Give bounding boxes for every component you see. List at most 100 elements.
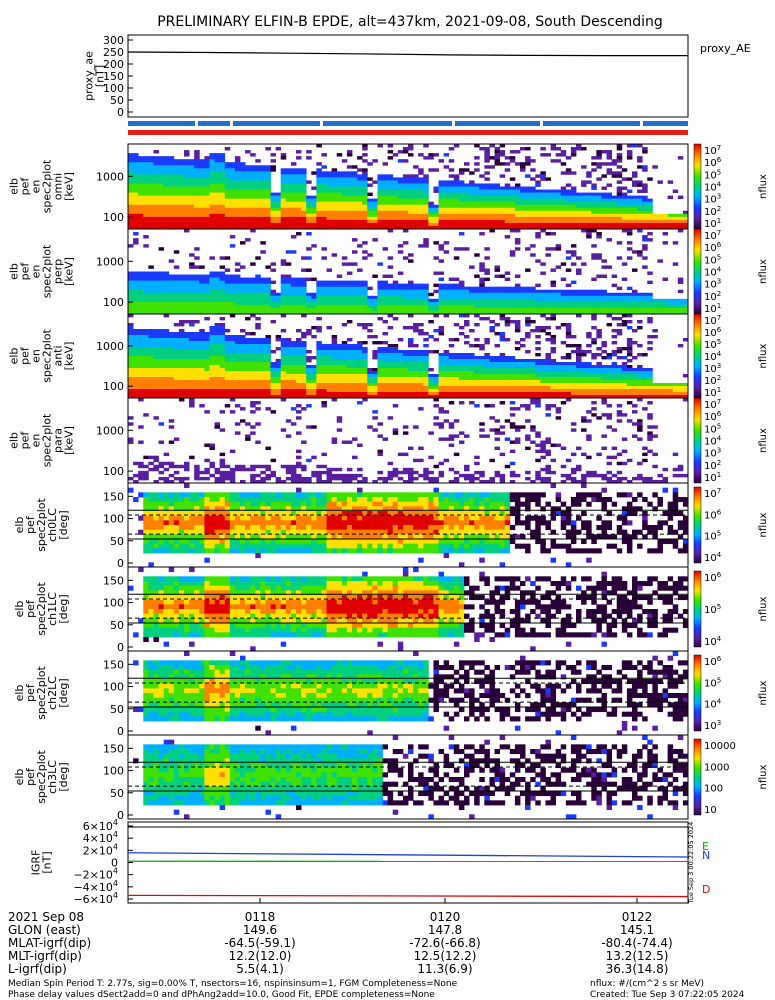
- spectrum-2-cell: [397, 395, 404, 399]
- spectrum-2-cell: [484, 383, 490, 387]
- spectrum-0-cell: [565, 219, 572, 224]
- spectrum-0-cell: [341, 225, 348, 230]
- spectrum-1-cell: [194, 295, 200, 300]
- spectrum-1-cell: [280, 292, 287, 297]
- spectrum-1-cell: [336, 289, 343, 294]
- spectrum-2-cell: [158, 374, 165, 378]
- spectrum-1-cell: [616, 286, 623, 291]
- spectrum-2-cell: [204, 359, 210, 363]
- spectrum-0-cell: [214, 192, 221, 197]
- spectrum-0-cell: [402, 150, 409, 154]
- spectrum-0-cell: [153, 180, 159, 184]
- spectrum-1-cell: [408, 280, 414, 285]
- spectrum-0-cell: [662, 222, 669, 227]
- spectrum-1-cell: [469, 295, 475, 300]
- spectrum-1-cell: [453, 295, 460, 300]
- spectrum-2-cell: [402, 386, 409, 390]
- spectrum-1-cell: [352, 292, 358, 297]
- spectrum-2-cell: [214, 329, 221, 333]
- spectrum-0-cell: [474, 168, 480, 172]
- spectrum-1-cell: [642, 238, 648, 242]
- spectrum-0-cell: [443, 180, 450, 184]
- spectrum-2-cell: [245, 359, 251, 363]
- spectrum-1-cell: [326, 298, 333, 303]
- spectrum-2-cell: [372, 335, 378, 339]
- spectrum-1-cell: [321, 280, 327, 285]
- spectrum-2-cell: [469, 371, 475, 375]
- spectrum-2-cell: [214, 374, 221, 378]
- spectrum-2-cell: [199, 377, 205, 381]
- spectrum-2-cell: [418, 371, 424, 375]
- spectrum-2-cell: [173, 386, 180, 390]
- spectrum-2-cell: [153, 341, 159, 345]
- spectrum-0-cell: [138, 201, 144, 206]
- spectrum-2-cell: [367, 335, 373, 339]
- spectrum-2-cell: [346, 395, 353, 399]
- spectrum-0-cell: [352, 207, 358, 212]
- spectrum-0-cell: [219, 177, 226, 181]
- spectrum-0-cell: [637, 216, 643, 221]
- spectrum-0-cell: [418, 153, 424, 157]
- spectrum-0-cell: [168, 165, 175, 169]
- spectrum-1-cell: [458, 307, 465, 312]
- spectrum-1-cell: [143, 283, 149, 288]
- spectrum-1-cell: [540, 301, 546, 306]
- spectrum-0-cell: [189, 213, 195, 218]
- spectrum-2-cell: [367, 383, 373, 387]
- spectrum-2-cell: [280, 392, 287, 396]
- spectrum-2-cell: [346, 353, 353, 357]
- spectrum-0-cell: [199, 171, 205, 175]
- spectrum-1-cell: [494, 295, 501, 300]
- spectrum-0-cell: [499, 192, 506, 197]
- spectrum-0-cell: [540, 192, 546, 197]
- spectrum-0-cell: [397, 150, 404, 154]
- spectrum-2-cell: [168, 347, 175, 351]
- spectrum-1-cell: [621, 301, 628, 306]
- spectrum-2-cell: [413, 359, 419, 363]
- spectrum-1-cell: [413, 289, 419, 294]
- spectrum-1-cell: [245, 304, 251, 309]
- spectrum-0-cell: [413, 213, 419, 218]
- spectrum-2-cell: [148, 365, 154, 369]
- spectrum-0-cell: [408, 222, 414, 227]
- spectrum-0-cell: [331, 198, 338, 203]
- spectrum-0-cell: [606, 204, 613, 209]
- spectrum-2-cell: [464, 314, 470, 318]
- spectrum-1-cell: [138, 286, 144, 291]
- spectrum-2-cell: [148, 329, 154, 333]
- spectrum-2-cell: [255, 344, 261, 348]
- spectrum-1-cell: [204, 295, 210, 300]
- spectrum-1-cell: [474, 295, 480, 300]
- spectrum-0-cell: [311, 210, 317, 215]
- spectrum-0-cell: [514, 207, 521, 212]
- spectrum-1-cell: [321, 298, 327, 303]
- spectrum-0-cell: [214, 165, 221, 169]
- spectrum-2-cell: [494, 389, 501, 393]
- spectrum-0-cell: [377, 225, 383, 230]
- spectrum-0-cell: [621, 198, 628, 203]
- spectrum-1-cell: [357, 301, 363, 306]
- spectrum-0-cell: [219, 153, 226, 157]
- spectrum-0-cell: [138, 177, 144, 181]
- spectrum-1-cell: [504, 277, 511, 282]
- spectrum-0-cell: [514, 189, 521, 193]
- spectrum-1-cell: [540, 310, 546, 315]
- spectrum-1-cell: [642, 307, 648, 312]
- spectrum-1-cell: [453, 289, 460, 294]
- spectrum-2-cell: [311, 380, 317, 384]
- spectrum-0-cell: [224, 168, 231, 172]
- spectrum-2-cell: [464, 320, 470, 324]
- spectrum-0-cell: [346, 213, 353, 218]
- spectrum-2-cell: [346, 338, 353, 342]
- spectrum-2-cell: [321, 350, 327, 354]
- spectrum-1-cell: [504, 286, 511, 291]
- spectrum-1-cell: [657, 304, 663, 309]
- spectrum-0-cell: [387, 186, 394, 190]
- spectrum-1-cell: [377, 307, 383, 312]
- spectrum-0-cell: [448, 195, 455, 200]
- spectrum-1-cell: [224, 310, 231, 315]
- spectrum-0-cell: [464, 186, 470, 190]
- spectrum-0-cell: [423, 222, 429, 227]
- spectrum-0-cell: [453, 207, 460, 212]
- spectrum-0-cell: [514, 204, 521, 209]
